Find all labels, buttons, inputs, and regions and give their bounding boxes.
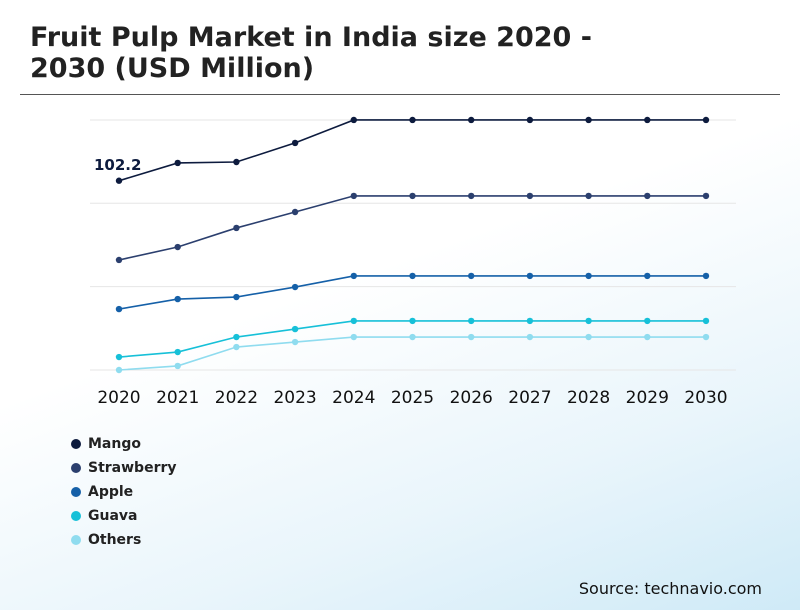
chart-title: Fruit Pulp Market in India size 2020 - 2… — [30, 22, 592, 84]
x-tick-label: 2024 — [332, 388, 375, 408]
data-point — [350, 272, 357, 280]
x-tick-label: 2020 — [97, 388, 140, 408]
data-point — [233, 343, 240, 351]
data-point — [350, 317, 357, 325]
x-tick-label: 2030 — [684, 388, 727, 408]
data-point — [233, 224, 240, 232]
data-point — [585, 317, 592, 325]
data-point — [702, 333, 710, 341]
series-line — [118, 336, 706, 371]
title-rule — [20, 94, 780, 95]
data-point — [291, 325, 299, 333]
data-point — [350, 333, 357, 341]
data-point — [174, 295, 181, 303]
series-line — [118, 119, 706, 182]
data-point — [585, 192, 592, 200]
data-point — [644, 333, 651, 341]
data-point — [409, 192, 416, 200]
data-label: 102.2 — [94, 156, 141, 174]
data-point — [468, 192, 475, 200]
data-point — [409, 272, 416, 280]
x-tick-label: 2021 — [156, 388, 199, 408]
data-point — [174, 159, 181, 167]
x-tick-label: 2028 — [567, 388, 610, 408]
legend-marker — [71, 463, 81, 473]
legend-label: Mango — [88, 436, 141, 452]
data-point — [644, 272, 651, 280]
data-point — [174, 348, 181, 356]
data-point — [350, 116, 357, 124]
legend-label: Strawberry — [88, 460, 177, 476]
data-point — [526, 317, 534, 325]
data-point — [585, 272, 592, 280]
x-tick-label: 2029 — [626, 388, 669, 408]
data-point — [115, 305, 123, 313]
source: Source: technavio.com — [578, 579, 762, 598]
data-point — [115, 366, 123, 374]
x-tick-label: 2025 — [391, 388, 434, 408]
data-point — [468, 317, 475, 325]
data-point — [174, 362, 181, 370]
data-point — [115, 353, 123, 361]
legend-label: Others — [88, 532, 141, 548]
legend-marker — [71, 535, 81, 545]
legend-marker — [71, 487, 81, 497]
x-tick-label: 2022 — [215, 388, 258, 408]
data-point — [644, 192, 651, 200]
data-point — [233, 293, 240, 301]
x-tick-label: 2026 — [450, 388, 493, 408]
data-point — [702, 116, 710, 124]
data-point — [468, 272, 475, 280]
legend-label: Apple — [88, 484, 133, 500]
data-point — [291, 139, 299, 147]
data-point — [526, 116, 534, 124]
data-point — [291, 208, 299, 216]
x-tick-label: 2023 — [273, 388, 316, 408]
data-point — [468, 116, 475, 124]
data-point — [526, 272, 534, 280]
data-point — [174, 243, 181, 251]
data-point — [585, 333, 592, 341]
data-point — [702, 317, 710, 325]
data-point — [409, 333, 416, 341]
data-point — [409, 116, 416, 124]
data-point — [702, 192, 710, 200]
data-point — [585, 116, 592, 124]
data-point — [291, 283, 299, 291]
data-point — [526, 192, 534, 200]
data-point — [526, 333, 534, 341]
data-point — [644, 116, 651, 124]
data-point — [702, 272, 710, 280]
data-point — [644, 317, 651, 325]
legend-marker — [71, 439, 81, 449]
data-point — [409, 317, 416, 325]
legend-label: Guava — [88, 508, 137, 524]
data-point — [350, 192, 357, 200]
series-line — [118, 275, 706, 310]
legend-marker — [71, 511, 81, 521]
data-point — [468, 333, 475, 341]
data-point — [291, 338, 299, 346]
series-line — [118, 195, 706, 261]
data-point — [115, 177, 123, 184]
data-point — [233, 158, 240, 166]
x-tick-label: 2027 — [508, 388, 551, 408]
data-point — [115, 256, 123, 264]
data-point — [233, 333, 240, 341]
